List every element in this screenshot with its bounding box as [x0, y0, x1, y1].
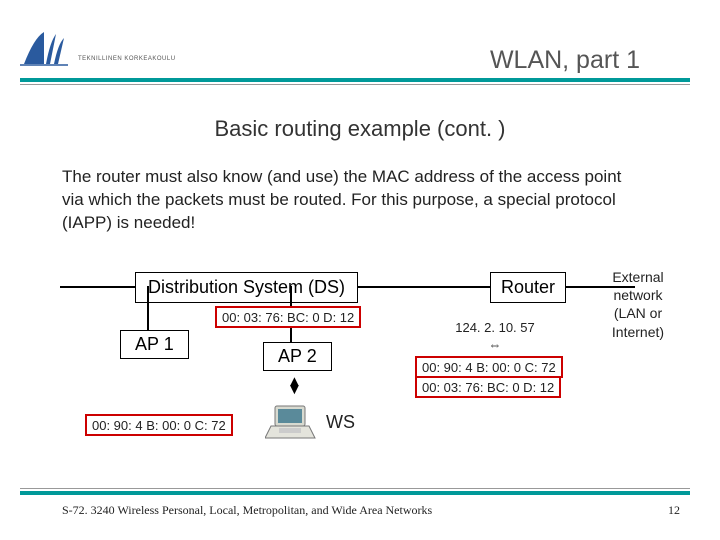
ap2-box: AP 2: [263, 342, 332, 371]
ap2-mac-box: 00: 03: 76: BC: 0 D: 12: [215, 306, 361, 328]
laptop-icon: [265, 404, 317, 447]
footer-divider: [20, 491, 690, 495]
routing-arrow: ⇔: [430, 337, 560, 352]
routing-mac2-box: 00: 03: 76: BC: 0 D: 12: [415, 376, 561, 398]
ds-box: Distribution System (DS): [135, 272, 358, 303]
section-title: Basic routing example (cont. ): [0, 116, 720, 142]
ws-mac-box: 00: 90: 4 B: 00: 0 C: 72: [85, 414, 233, 436]
ap1-box: AP 1: [120, 330, 189, 359]
wireless-link-icon: ▲▼: [287, 378, 302, 393]
external-network-label: External network (LAN or Internet): [598, 268, 678, 341]
routing-ip: 124. 2. 10. 57: [430, 320, 560, 335]
org-name: TEKNILLINEN KORKEAKOULU: [78, 56, 176, 62]
drop-ap1: [147, 286, 149, 332]
slide-title: WLAN, part 1: [490, 46, 640, 75]
body-text: The router must also know (and use) the …: [62, 166, 642, 235]
network-diagram: Distribution System (DS) Router External…: [60, 262, 670, 462]
router-box: Router: [490, 272, 566, 303]
page-number: 12: [668, 503, 680, 518]
university-logo: [20, 28, 72, 73]
header-divider: [20, 78, 690, 82]
ws-label: WS: [326, 412, 355, 433]
footer-course: S-72. 3240 Wireless Personal, Local, Met…: [62, 503, 432, 518]
routing-mac1-box: 00: 90: 4 B: 00: 0 C: 72: [415, 356, 563, 378]
